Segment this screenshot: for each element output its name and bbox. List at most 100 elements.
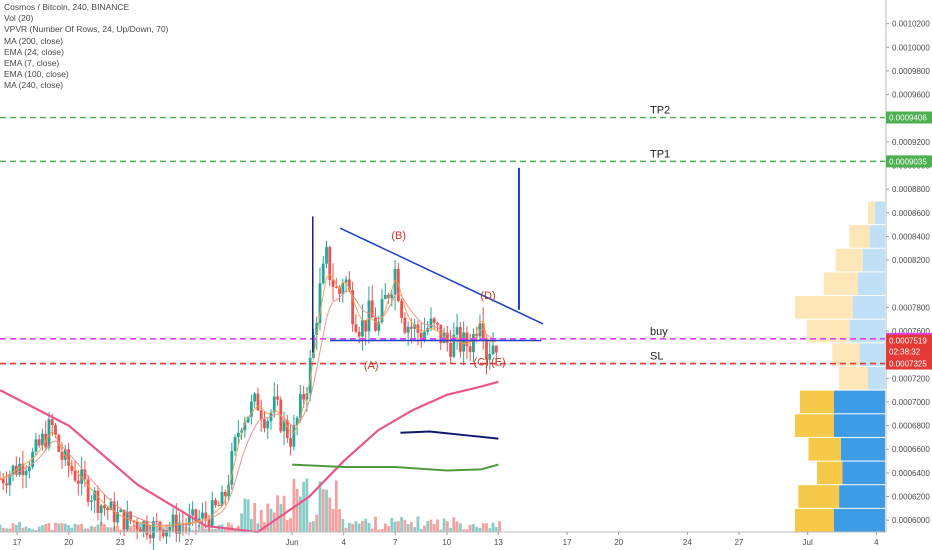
volume-bar <box>63 523 67 532</box>
legend-indicator[interactable]: MA (200, close) <box>4 35 64 46</box>
candle-body <box>220 492 224 506</box>
volume-bar <box>269 508 273 532</box>
volume-bar <box>67 525 70 532</box>
candle-body <box>243 422 247 431</box>
volume-profile-up <box>834 508 885 532</box>
price-tick-label: 0.0008800 <box>892 185 930 194</box>
legend-indicator[interactable]: EMA (100, close) <box>4 69 69 80</box>
price-tag-bg <box>886 345 932 358</box>
candle-body <box>158 521 162 530</box>
time-tick-label: 17 <box>13 538 22 547</box>
volume-bar <box>481 523 485 532</box>
time-tick-label: 17 <box>563 538 572 547</box>
legend-indicator[interactable]: VPVR (Number Of Rows, 24, Up/Down, 70) <box>4 24 169 35</box>
candle-body <box>315 322 319 335</box>
candle-body <box>263 419 266 429</box>
candle-body <box>27 466 31 472</box>
volume-bar <box>361 521 364 532</box>
volume-bar <box>377 529 381 532</box>
volume-bar <box>8 528 12 532</box>
candle-body <box>289 438 292 447</box>
volume-bar <box>387 526 390 532</box>
volume-bar <box>191 529 195 532</box>
candle-body <box>178 523 181 534</box>
legend-title: Cosmos / Bitcoin, 240, BINANCE <box>4 2 130 12</box>
volume-profile-down <box>806 319 850 343</box>
volume-bar <box>331 508 335 532</box>
price-tag: 0.0007519 <box>889 337 927 346</box>
price-tick-label: 0.0006600 <box>892 445 930 454</box>
candle-body <box>423 331 426 341</box>
trend-drawings[interactable] <box>312 167 544 353</box>
wave-label: (A) <box>364 360 379 372</box>
price-tick-label: 0.0006400 <box>892 469 930 478</box>
volume-bar <box>50 529 54 532</box>
candle-body <box>400 300 404 318</box>
volume-bar <box>449 527 452 532</box>
candle-body <box>436 322 439 325</box>
ema7-line <box>0 273 497 528</box>
volume-bar <box>210 529 214 532</box>
candle-body <box>364 319 368 332</box>
price-tick-label: 0.0007800 <box>892 303 930 312</box>
volume-bar <box>436 519 439 532</box>
volume-bar <box>214 528 217 532</box>
volume-profile-down <box>817 461 843 485</box>
price-tick-label: 0.0008600 <box>892 209 930 218</box>
candle-body <box>174 514 178 534</box>
legend-indicator[interactable]: EMA (24, close) <box>4 46 64 57</box>
candle-body <box>76 480 80 484</box>
candle-body <box>393 268 397 295</box>
price-tag-tp2: 0.0009406 <box>889 114 927 123</box>
volume-bar <box>253 502 257 532</box>
candle-body <box>73 470 77 481</box>
volume-bar <box>393 521 397 532</box>
volume-bar <box>250 518 253 532</box>
volume-bar <box>419 528 423 532</box>
volume-bar <box>243 498 247 532</box>
volume-bar <box>334 480 338 532</box>
candle-body <box>80 469 84 484</box>
candle-body <box>429 318 433 328</box>
candle-body <box>191 509 195 516</box>
volume-profile-down <box>798 485 840 508</box>
price-tags: 0.00094060.00090350.00075340.00073250.00… <box>886 111 932 370</box>
volume-bar <box>298 496 302 532</box>
candle-body <box>214 500 217 506</box>
volume-bar <box>426 520 430 532</box>
volume-bar <box>475 526 479 532</box>
volume-bar <box>423 525 426 532</box>
volume-bar <box>305 478 309 532</box>
trendline-upper <box>339 227 544 325</box>
time-tick-label: 7 <box>393 538 398 547</box>
volume-bar <box>344 527 348 532</box>
volume-bar <box>285 520 289 532</box>
volume-profile-up <box>862 248 885 272</box>
candle-body <box>233 437 237 451</box>
volume-bar <box>279 504 283 532</box>
candle-body <box>145 521 149 535</box>
volume-bar <box>24 526 28 532</box>
volume-profile-down <box>832 343 860 366</box>
volume-bar <box>41 525 44 532</box>
candle-body <box>347 279 351 291</box>
price-tag-bg <box>886 111 932 124</box>
volume-bar <box>488 528 492 532</box>
volume-bar <box>129 526 133 532</box>
candle-body <box>334 286 338 288</box>
legend-indicator[interactable]: Vol (20) <box>4 13 34 24</box>
candle-body <box>298 394 302 418</box>
candle-body <box>67 449 70 466</box>
volume-bar <box>266 503 270 532</box>
volume-bar <box>289 518 292 532</box>
time-axis[interactable]: 17 20 23 27 Jun 4 7 10 13 17 20 24 27 Jul 4 <box>13 532 879 547</box>
candle-body <box>148 534 152 539</box>
level-label-tp2: TP2 <box>650 105 670 117</box>
candle-body <box>171 514 175 527</box>
legend-indicator[interactable]: MA (240, close) <box>4 80 64 91</box>
candle-body <box>246 416 250 423</box>
horizontal-levels[interactable]: TP2 TP1 buy SL <box>0 105 885 365</box>
legend-indicator[interactable]: EMA (7, close) <box>4 58 60 69</box>
